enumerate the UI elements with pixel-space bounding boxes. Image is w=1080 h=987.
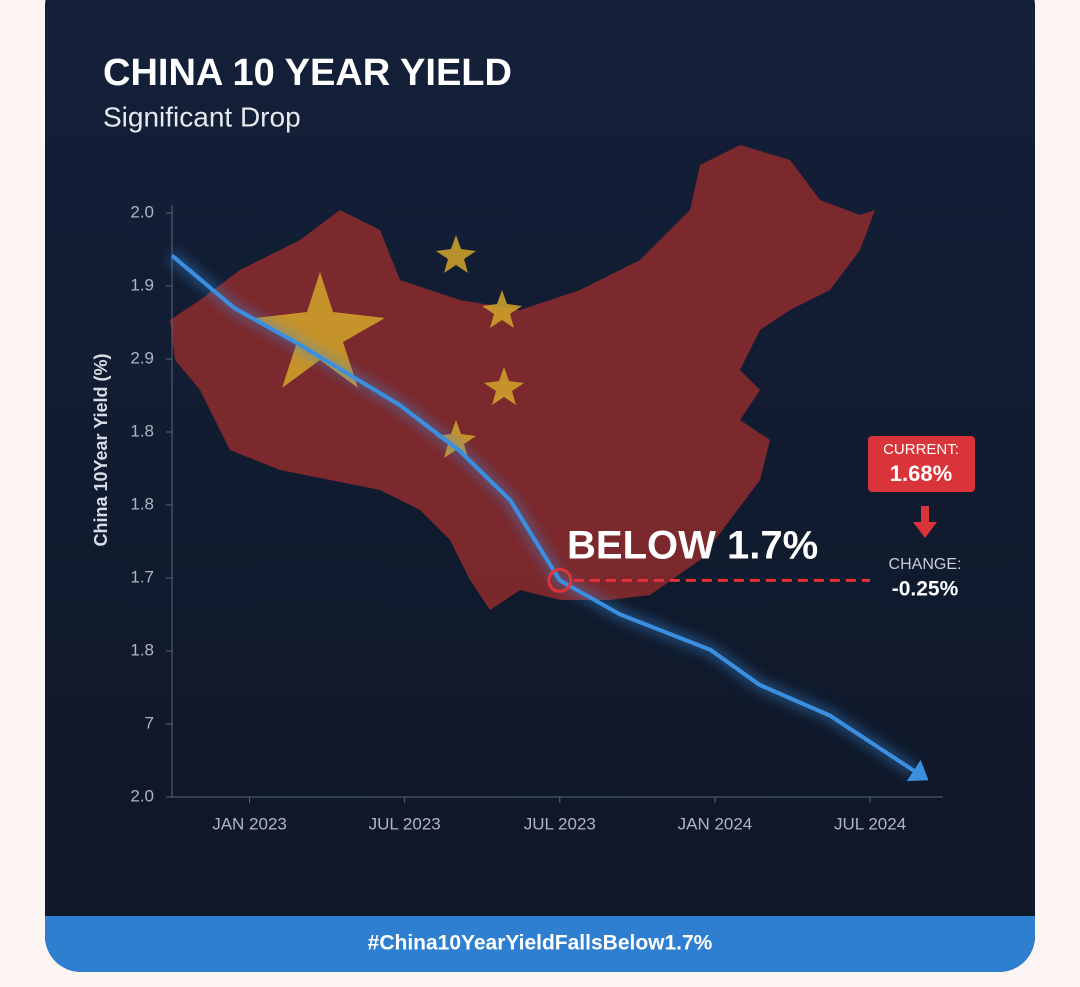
down-arrow <box>913 506 937 538</box>
line <box>170 254 917 774</box>
flag-star <box>436 235 476 273</box>
change-label: CHANGE: <box>889 556 962 573</box>
footer-bar <box>45 916 1035 972</box>
footer-hashtag: #China10YearYieldFallsBelow1.7% <box>368 932 713 955</box>
y-tick-label: 1.8 <box>130 640 154 659</box>
annotation-below: BELOW 1.7% <box>567 524 818 568</box>
y-tick-label: 1.8 <box>130 421 154 440</box>
highlight-point <box>547 567 573 593</box>
current-box <box>868 436 975 492</box>
chart-title: CHINA 10 YEAR YIELD <box>103 52 512 94</box>
y-tick-label: 1.8 <box>130 494 154 513</box>
y-tick-label: 7 <box>145 713 154 732</box>
x-tick-label: JUL 2023 <box>369 814 441 833</box>
flag-star <box>482 290 522 328</box>
x-tick-label: JUL 2023 <box>524 814 596 833</box>
x-tick-label: JUL 2024 <box>834 814 906 833</box>
y-tick-label: 1.9 <box>130 275 154 294</box>
x-tick-label: JAN 2024 <box>678 814 753 833</box>
flag-star <box>484 367 524 405</box>
change-value: -0.25% <box>892 578 959 601</box>
y-tick-label: 2.0 <box>130 786 154 805</box>
x-tick-label: JAN 2023 <box>212 814 287 833</box>
chart-subtitle: Significant Drop <box>103 101 301 132</box>
y-tick-label: 1.7 <box>130 567 154 586</box>
current-value: 1.68% <box>890 461 952 486</box>
y-tick-label: 2.9 <box>130 348 154 367</box>
line-arrowhead <box>906 759 929 782</box>
current-label: CURRENT: <box>883 441 959 458</box>
y-tick-label: 2.0 <box>130 202 154 221</box>
flag-star <box>436 420 476 458</box>
map-silhouette <box>170 145 875 610</box>
flag-star <box>255 272 385 388</box>
y-axis-label: China 10Year Yield (%) <box>91 353 111 546</box>
